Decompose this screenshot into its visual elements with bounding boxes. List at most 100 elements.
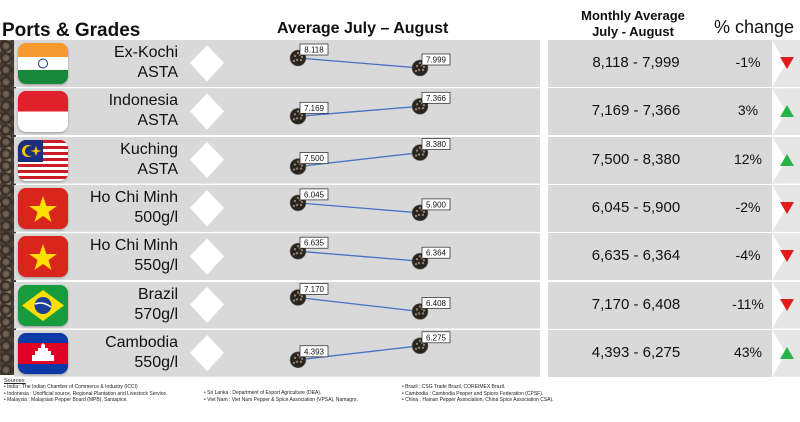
grade-name: Ex-Kochi ASTA xyxy=(74,43,178,83)
monthly-range: 7,169 - 7,366 xyxy=(591,102,681,120)
grade-port: Ho Chi Minh xyxy=(89,237,178,255)
grade-name: Indonesia ASTA xyxy=(74,91,178,131)
series-line xyxy=(297,202,421,214)
malaysia-flag-icon xyxy=(18,139,68,181)
down-triangle-icon xyxy=(780,57,794,69)
average-header: Average July – August xyxy=(277,20,449,37)
source-item: Indonesia : Unofficial source, Regional … xyxy=(4,391,167,398)
series-line xyxy=(297,57,421,69)
august-point: 6.364 xyxy=(411,246,451,270)
value-label-box xyxy=(299,345,329,358)
august-value-label: 7.999 xyxy=(426,56,447,65)
grade-name: Brazil 570g/l xyxy=(74,285,178,325)
series-line xyxy=(297,345,421,361)
grade-port: Kuching xyxy=(120,140,178,158)
grade-name: Ho Chi Minh 550g/l xyxy=(74,236,178,276)
august-value-label: 6.364 xyxy=(426,249,447,258)
cambodia-flag-icon xyxy=(18,332,68,374)
grade-row: Kuching ASTA 7,500 - 8,380 12% xyxy=(14,136,800,184)
august-point: 5.900 xyxy=(411,198,451,222)
up-triangle-icon xyxy=(780,153,794,166)
value-label-box xyxy=(421,246,451,259)
source-item: Sri Lanka : Department of Export Agricul… xyxy=(204,390,358,397)
grade-port: Ex-Kochi xyxy=(113,44,178,61)
value-label-box xyxy=(299,188,329,201)
july-value-label: 6.045 xyxy=(304,190,325,199)
july-point: 7.170 xyxy=(289,283,329,306)
brazil-flag-icon xyxy=(18,284,68,326)
value-label-box xyxy=(299,101,329,114)
monthly-range: 7,500 - 8,380 xyxy=(591,150,681,168)
vietnam-flag-icon xyxy=(18,187,68,229)
value-label-box xyxy=(299,236,329,249)
grade-name: Cambodia 550g/l xyxy=(74,333,178,373)
grade-port: Indonesia xyxy=(108,92,178,110)
down-triangle-icon xyxy=(780,298,794,311)
august-value-label: 5.900 xyxy=(426,200,447,209)
row-band-values xyxy=(548,329,772,377)
july-value-label: 7.169 xyxy=(304,104,325,113)
row-band-values xyxy=(548,281,772,329)
source-item: Viet Nam : Viet Nam Pepper & Spice Assoc… xyxy=(204,397,358,404)
july-point: 6.045 xyxy=(289,188,329,212)
percent-change: 43% xyxy=(733,343,763,360)
row-band-values xyxy=(548,184,772,232)
peppercorn-border xyxy=(0,40,16,375)
july-value-label: 4.393 xyxy=(304,347,325,356)
value-label-box xyxy=(299,152,329,164)
august-point: 6.275 xyxy=(411,331,451,355)
august-point: 7.999 xyxy=(411,53,451,77)
monthly-header-line2: July - August xyxy=(592,24,674,39)
grade-name: Kuching ASTA xyxy=(74,140,178,180)
sources-footnote: Sources: India : The Indian Chamber of C… xyxy=(4,378,794,420)
august-value-label: 7.366 xyxy=(426,94,447,103)
up-triangle-icon xyxy=(780,105,794,118)
series-line xyxy=(297,250,421,262)
grade-port: Cambodia xyxy=(105,333,178,351)
july-value-label: 7.500 xyxy=(304,154,325,163)
percent-change: 12% xyxy=(733,150,763,167)
monthly-range: 7,170 - 6,408 xyxy=(591,295,681,313)
august-point: 8.380 xyxy=(411,138,451,161)
row-band-values xyxy=(548,233,772,281)
value-label-box xyxy=(299,283,329,295)
grade-spec: 500g/l xyxy=(134,208,178,226)
sources-col-1: India : The Indian Chamber of Commerce &… xyxy=(4,384,167,404)
august-value-label: 6.408 xyxy=(426,299,447,308)
grade-row: Indonesia ASTA 7,169 - 7,366 3% xyxy=(14,88,800,136)
grade-spec: ASTA xyxy=(137,64,178,81)
monthly-range: 4,393 - 6,275 xyxy=(591,343,681,361)
august-value-label: 6.275 xyxy=(426,333,447,342)
july-value-label: 6.635 xyxy=(304,239,325,248)
percent-change: -2% xyxy=(735,198,761,215)
grade-port: Ho Chi Minh xyxy=(89,188,178,206)
august-point: 7.366 xyxy=(411,91,451,115)
august-value-label: 8.380 xyxy=(426,140,447,149)
percent-change: -11% xyxy=(732,295,764,312)
july-point: 4.393 xyxy=(289,345,329,369)
value-label-box xyxy=(421,198,451,211)
down-triangle-icon xyxy=(780,201,794,214)
grade-spec: 550g/l xyxy=(134,257,178,275)
monthly-range: 6,635 - 6,364 xyxy=(591,247,681,265)
vietnam-flag-icon xyxy=(18,236,68,278)
percent-change: 3% xyxy=(737,102,759,119)
value-label-box xyxy=(299,43,329,56)
july-point: 7.169 xyxy=(289,101,329,125)
row-band-chart xyxy=(202,136,540,184)
july-point: 7.500 xyxy=(289,152,329,175)
grade-spec: 550g/l xyxy=(134,353,178,371)
row-band-chart xyxy=(202,88,540,136)
indonesia-flag-icon xyxy=(18,91,68,133)
value-label-box xyxy=(421,91,451,104)
row-band-values xyxy=(548,88,772,136)
down-triangle-icon xyxy=(780,250,794,263)
grade-spec: 570g/l xyxy=(134,305,178,323)
monthly-header-line1: Monthly Average xyxy=(581,8,685,23)
sources-title: Sources: xyxy=(4,378,26,384)
percent-change: -1% xyxy=(735,54,761,70)
value-label-box xyxy=(421,138,451,150)
source-item: Brazil : CSG Trade Brazil, COREIMEX Braz… xyxy=(402,384,554,391)
july-value-label: 7.170 xyxy=(304,285,325,294)
grade-spec: ASTA xyxy=(137,112,178,130)
